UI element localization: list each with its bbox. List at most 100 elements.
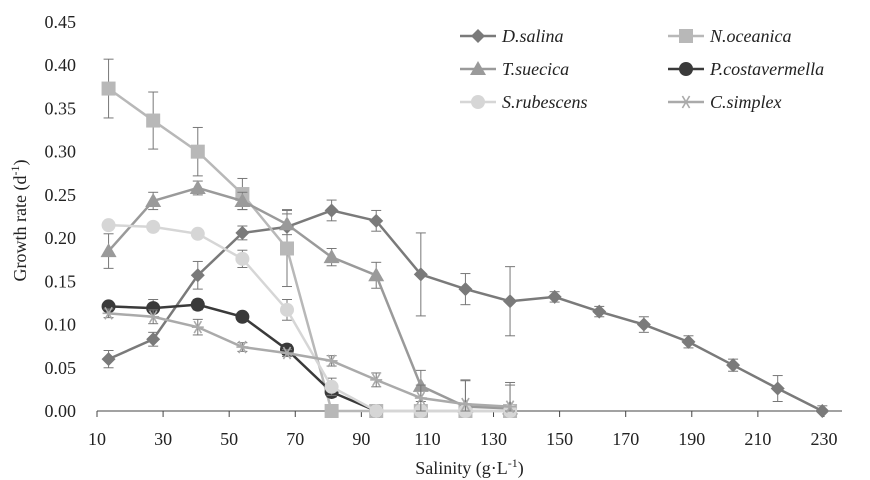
legend-label: S.rubescens: [502, 92, 587, 112]
y-tick-label: 0.20: [45, 228, 77, 248]
x-tick-label: 90: [352, 429, 370, 449]
data-point: [369, 213, 384, 228]
data-point: [369, 404, 384, 418]
legend-item-c-simplex: C.simplex: [668, 92, 782, 112]
data-point: [770, 381, 785, 396]
data-point: [370, 373, 383, 387]
data-point: [147, 310, 160, 324]
legend-label: P.costavermella: [709, 59, 824, 79]
series-line: [107, 186, 511, 410]
data-point: [101, 299, 116, 314]
data-point: [101, 218, 116, 233]
data-point: [145, 192, 162, 207]
y-tick-label: 0.35: [45, 98, 77, 118]
y-tick-label: 0.40: [45, 55, 77, 75]
data-point: [592, 304, 607, 319]
data-point: [280, 241, 294, 256]
series-d-salina: [101, 199, 830, 418]
data-point: [324, 203, 339, 218]
data-point: [190, 226, 205, 241]
x-tick-label: 130: [480, 429, 507, 449]
legend-marker: [680, 95, 692, 109]
data-point: [368, 267, 385, 282]
data-point: [324, 404, 339, 418]
legend-item-s-rubescens: S.rubescens: [460, 92, 587, 112]
data-point: [235, 309, 250, 324]
data-point: [504, 400, 517, 414]
y-tick-label: 0.10: [45, 315, 77, 335]
x-tick-label: 110: [414, 429, 440, 449]
data-point: [726, 358, 741, 373]
x-axis-title: Salinity (g·L-1): [415, 456, 524, 479]
data-point: [146, 332, 161, 347]
x-tick-label: 190: [678, 429, 705, 449]
legend: D.salina N.oceanica T.suecica P.costavermel…: [460, 26, 824, 112]
series-s-rubescens: [101, 218, 518, 418]
data-point: [815, 404, 830, 418]
data-point: [458, 282, 473, 297]
y-tick-label: 0.15: [45, 271, 77, 291]
legend-marker: [470, 61, 486, 75]
y-tick-label: 0.25: [45, 185, 77, 205]
x-tick-label: 230: [810, 429, 837, 449]
data-point: [234, 192, 251, 207]
legend-label: C.simplex: [710, 92, 782, 112]
data-point: [547, 289, 562, 304]
data-point: [681, 334, 696, 349]
series-layer: [100, 58, 830, 418]
legend-marker: [679, 62, 693, 76]
y-axis-ticks: 0.00 0.05 0.10 0.15 0.20 0.25 0.30 0.35 0.40 0.45: [45, 12, 77, 421]
x-tick-label: 150: [546, 429, 573, 449]
data-point: [236, 340, 249, 354]
data-point: [190, 268, 205, 283]
y-tick-label: 0.00: [45, 401, 77, 421]
legend-item-p-costavermella: P.costavermella: [668, 59, 824, 79]
y-tick-label: 0.45: [45, 12, 77, 32]
data-point: [503, 294, 518, 309]
data-point: [191, 320, 204, 334]
data-point: [101, 81, 116, 96]
data-point: [102, 306, 115, 320]
legend-item-d-salina: D.salina: [460, 26, 564, 46]
error-bar: [460, 379, 471, 412]
legend-label: N.oceanica: [709, 26, 791, 46]
legend-marker: [471, 29, 485, 43]
y-tick-label: 0.30: [45, 142, 77, 162]
data-point: [190, 297, 205, 312]
data-point: [323, 249, 340, 264]
data-point: [146, 219, 161, 234]
data-point: [413, 267, 428, 282]
data-point: [190, 144, 205, 159]
x-tick-label: 50: [220, 429, 238, 449]
legend-item-n-oceanica: N.oceanica: [668, 26, 791, 46]
legend-item-t-suecica: T.suecica: [460, 59, 569, 79]
series-line: [107, 87, 511, 413]
data-point: [235, 225, 250, 240]
x-tick-label: 10: [88, 429, 106, 449]
y-axis-title: Growth rate (d-1): [8, 160, 31, 282]
series-t-suecica: [100, 179, 519, 415]
data-point: [459, 397, 472, 411]
data-point: [414, 391, 427, 405]
legend-label: D.salina: [501, 26, 564, 46]
x-tick-label: 210: [744, 429, 771, 449]
data-point: [100, 243, 117, 258]
data-point: [189, 179, 206, 194]
data-point: [281, 346, 293, 360]
y-tick-label: 0.05: [45, 358, 77, 378]
legend-marker: [471, 95, 485, 109]
x-tick-label: 170: [612, 429, 639, 449]
series-c-simplex: [102, 306, 517, 414]
legend-label: T.suecica: [502, 59, 569, 79]
data-point: [280, 302, 294, 317]
data-point: [101, 352, 116, 367]
data-point: [279, 216, 295, 231]
x-tick-label: 70: [286, 429, 304, 449]
x-axis-ticks: 10 30 50 70 90 110 130 150 170 190 210 230: [88, 411, 837, 449]
data-point: [324, 379, 339, 394]
data-point: [325, 354, 338, 368]
series-line: [108, 223, 511, 413]
legend-marker: [679, 29, 693, 43]
data-point: [636, 317, 651, 332]
